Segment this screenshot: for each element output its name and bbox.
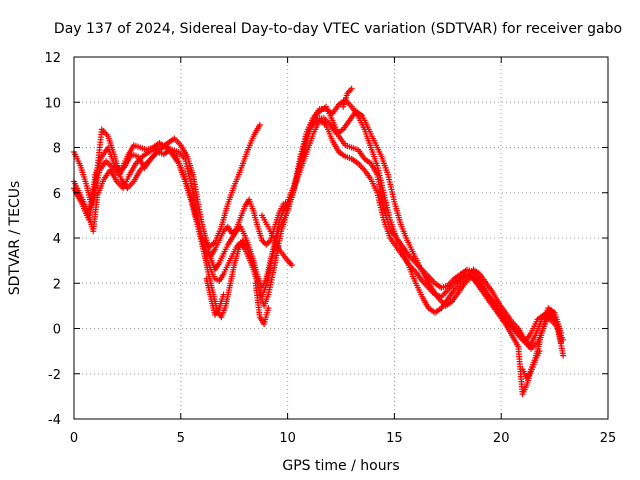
series-2 <box>71 117 565 398</box>
y-tick-labels: -4 -2 0 2 4 6 8 10 12 <box>44 51 61 428</box>
data-point <box>536 348 543 355</box>
grid-lines <box>74 57 608 419</box>
y-tick-label: -2 <box>48 368 61 383</box>
series-1 <box>71 103 567 346</box>
y-tick-label: 10 <box>44 96 61 111</box>
y-axis-label: SDTVAR / TECUs <box>7 181 23 296</box>
series-5 <box>199 121 263 251</box>
series-9 <box>340 85 355 110</box>
x-tick-labels: 0 5 10 15 20 25 <box>70 431 616 446</box>
series-4 <box>71 108 565 350</box>
x-tick-label: 10 <box>279 431 296 446</box>
y-tick-label: 2 <box>53 277 61 292</box>
series-6 <box>258 212 295 269</box>
x-axis-label: GPS time / hours <box>282 458 399 474</box>
data-marks <box>71 85 567 398</box>
data-point <box>560 352 567 359</box>
x-tick-label: 20 <box>493 431 510 446</box>
x-tick-label: 0 <box>70 431 78 446</box>
series-10 <box>519 348 543 382</box>
y-tick-label: 0 <box>53 323 61 338</box>
data-point <box>256 121 263 128</box>
x-tick-label: 25 <box>600 431 617 446</box>
chart-title: Day 137 of 2024, Sidereal Day-to-day VTE… <box>54 21 622 37</box>
series-3 <box>73 96 567 359</box>
data-point <box>348 85 355 92</box>
series-7 <box>203 275 227 318</box>
series-8 <box>252 280 272 327</box>
data-point <box>265 305 272 312</box>
axis-ticks <box>73 56 609 420</box>
data-point <box>558 339 565 346</box>
y-tick-label: -4 <box>48 413 61 428</box>
data-point <box>220 291 227 298</box>
y-tick-label: 4 <box>53 232 61 247</box>
x-tick-label: 15 <box>386 431 403 446</box>
x-tick-label: 5 <box>177 431 185 446</box>
y-tick-label: 6 <box>53 187 61 202</box>
data-point <box>288 262 295 269</box>
y-tick-label: 12 <box>44 51 61 66</box>
y-tick-label: 8 <box>53 142 61 157</box>
